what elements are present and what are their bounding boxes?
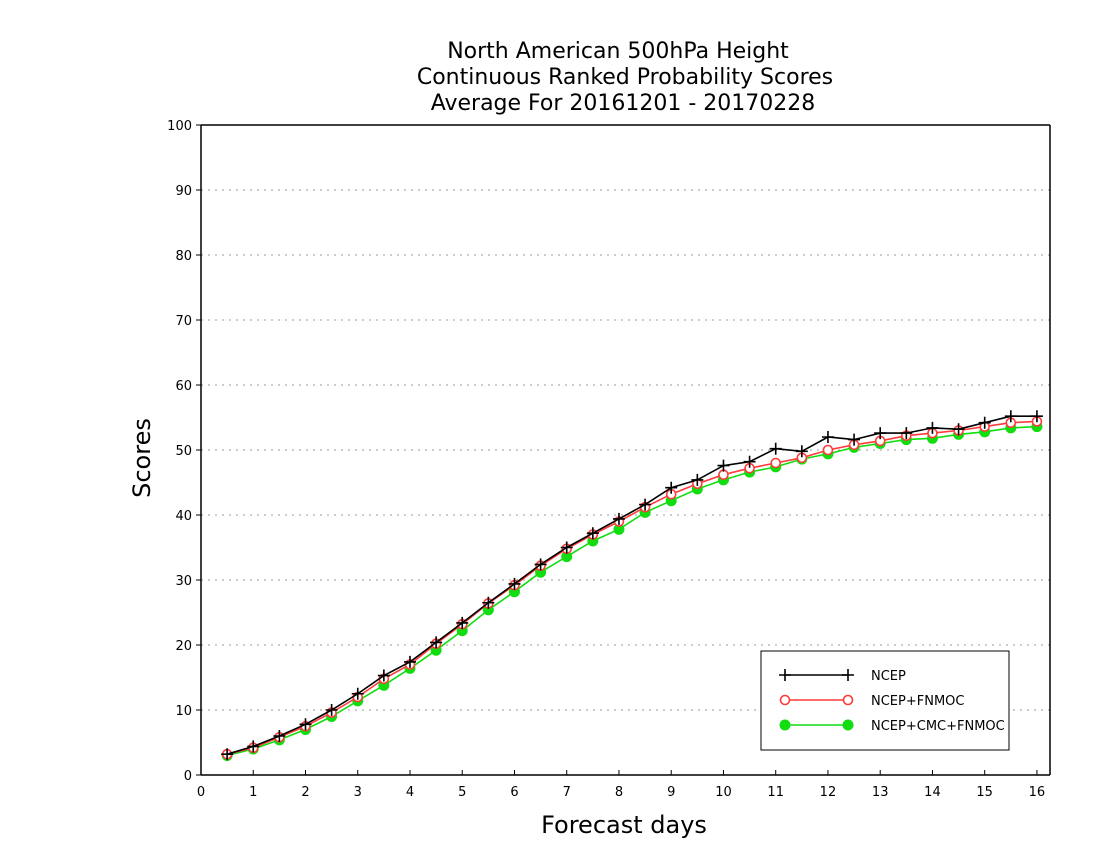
x-tick-label-6: 6 xyxy=(510,785,518,800)
chart-title-line-1: North American 500hPa Height xyxy=(447,39,789,64)
point-ncep-5.5 xyxy=(482,596,495,609)
point-ncep-11.5 xyxy=(795,445,808,458)
x-tick-label-12: 12 xyxy=(820,785,837,800)
point-ncep-15.5 xyxy=(1004,410,1017,423)
series-ncep xyxy=(221,410,1043,761)
legend: NCEP NCEP+FNMOC NCEP+CMC+FNMOC xyxy=(760,650,1010,751)
point-ncep-8.5 xyxy=(639,498,652,511)
legend-marker-left-ncep-cmc-fnmoc xyxy=(779,719,791,731)
chart-title-line-2: Continuous Ranked Probability Scores xyxy=(417,65,833,90)
gridlines xyxy=(201,189,1050,711)
legend-label-ncep-cmc-fnmoc: NCEP+CMC+FNMOC xyxy=(871,719,1005,734)
legend-marker-right-ncep-cmc-fnmoc xyxy=(842,719,854,731)
y-axis-label: Scores xyxy=(128,418,156,498)
legend-entry-ncep: NCEP xyxy=(779,669,906,684)
point-ncep-14.5 xyxy=(952,423,965,436)
point-ncep-5 xyxy=(456,616,469,629)
point-ncep-2 xyxy=(299,718,312,731)
y-tick-label-20: 20 xyxy=(175,639,192,654)
x-tick-label-14: 14 xyxy=(924,785,941,800)
legend-marker-left-ncep-fnmoc xyxy=(779,694,791,706)
point-ncep-16 xyxy=(1030,410,1043,423)
point-ncep-11 xyxy=(769,442,782,455)
legend-entry-ncep-cmc-fnmoc: NCEP+CMC+FNMOC xyxy=(779,719,1005,734)
legend-label-ncep: NCEP xyxy=(871,669,906,684)
y-tick-label-80: 80 xyxy=(175,249,192,264)
point-ncep-15 xyxy=(978,416,991,429)
point-ncep-6 xyxy=(508,577,521,590)
x-tick-label-7: 7 xyxy=(563,785,571,800)
y-tick-label-50: 50 xyxy=(175,444,192,459)
legend-marker-right-ncep-fnmoc xyxy=(842,694,854,706)
x-tick-label-1: 1 xyxy=(249,785,257,800)
x-tick-label-15: 15 xyxy=(976,785,993,800)
series-layer xyxy=(221,410,1043,761)
y-tick-label-40: 40 xyxy=(175,509,192,524)
point-ncep-1 xyxy=(247,740,260,753)
x-tick-label-16: 16 xyxy=(1029,785,1046,800)
legend-marker-right-ncep xyxy=(842,669,854,681)
x-tick-label-0: 0 xyxy=(197,785,205,800)
point-ncep-3 xyxy=(351,687,364,700)
point-ncep-6.5 xyxy=(534,558,547,571)
point-ncep-4 xyxy=(403,655,416,668)
y-tick-label-0: 0 xyxy=(184,769,192,784)
x-tick-label-10: 10 xyxy=(715,785,732,800)
axes xyxy=(196,124,1051,776)
x-axis-label: Forecast days xyxy=(541,811,707,839)
point-ncep-10 xyxy=(717,459,730,472)
point-ncep-13 xyxy=(874,427,887,440)
point-ncep-12.5 xyxy=(848,433,861,446)
legend-label-ncep-fnmoc: NCEP+FNMOC xyxy=(871,694,964,709)
point-ncep-fnmoc-12 xyxy=(822,444,834,456)
point-ncep-9.5 xyxy=(691,473,704,486)
y-tick-label-60: 60 xyxy=(175,379,192,394)
x-tick-label-11: 11 xyxy=(767,785,784,800)
x-tick-label-2: 2 xyxy=(301,785,309,800)
point-ncep-12 xyxy=(821,431,834,443)
legend-marker-left-ncep xyxy=(779,669,791,681)
tick-labels: 0 1 2 3 4 5 6 7 8 9 10 11 12 13 14 15 160102030405060708… xyxy=(167,119,1045,800)
y-tick-label-30: 30 xyxy=(175,574,192,589)
y-tick-label-10: 10 xyxy=(175,704,192,719)
point-ncep-4.5 xyxy=(430,636,443,649)
point-ncep-7.5 xyxy=(586,527,599,540)
point-ncep-13.5 xyxy=(900,427,913,440)
y-tick-label-90: 90 xyxy=(175,184,192,199)
point-ncep-fnmoc-11 xyxy=(770,457,782,469)
point-ncep-8 xyxy=(612,512,625,525)
chart-title-line-3: Average For 20161201 - 20170228 xyxy=(431,91,816,116)
x-tick-label-8: 8 xyxy=(615,785,623,800)
point-ncep-1.5 xyxy=(273,730,286,742)
x-tick-label-5: 5 xyxy=(458,785,466,800)
chart-title: North American 500hPa Height Continuous … xyxy=(417,39,833,116)
point-ncep-3.5 xyxy=(377,669,390,682)
point-ncep-10.5 xyxy=(743,455,756,468)
point-ncep-7 xyxy=(560,541,573,554)
point-ncep-14 xyxy=(926,421,939,434)
x-tick-label-4: 4 xyxy=(406,785,414,800)
point-ncep-2.5 xyxy=(325,704,338,716)
legend-entry-ncep-fnmoc: NCEP+FNMOC xyxy=(779,694,964,709)
x-tick-label-9: 9 xyxy=(667,785,675,800)
point-ncep-0.5 xyxy=(221,748,234,761)
x-tick-label-13: 13 xyxy=(872,785,889,800)
y-tick-label-70: 70 xyxy=(175,314,192,329)
y-tick-label-100: 100 xyxy=(167,119,192,134)
point-ncep-9 xyxy=(665,481,678,494)
x-tick-label-3: 3 xyxy=(354,785,362,800)
